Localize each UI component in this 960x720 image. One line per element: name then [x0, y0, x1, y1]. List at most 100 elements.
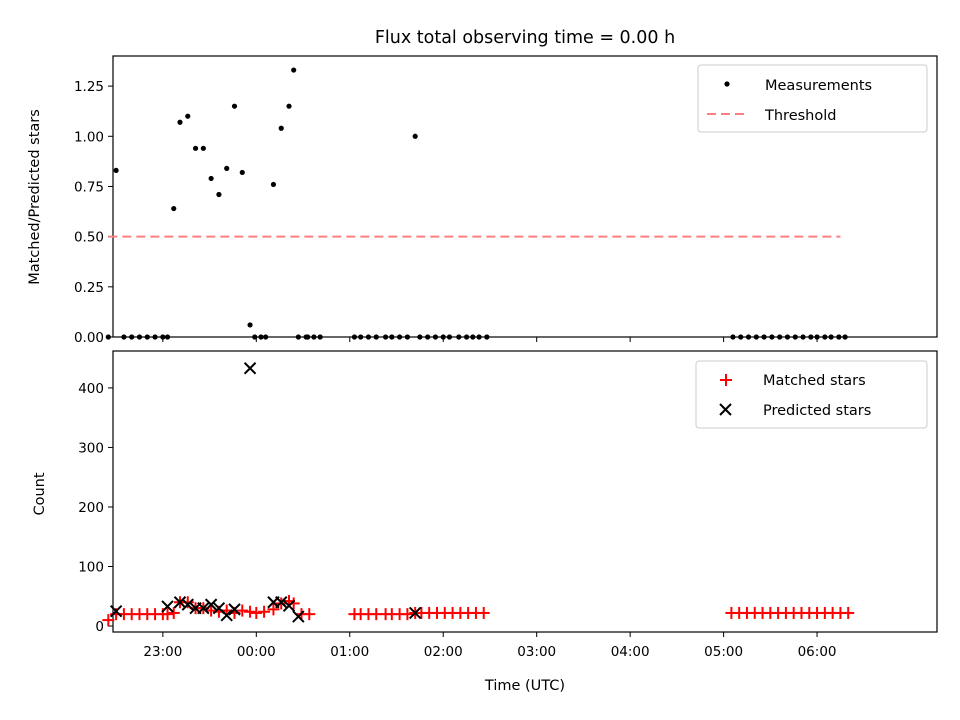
measurement-point [278, 125, 284, 131]
measurement-point [365, 334, 372, 340]
measurement-point [484, 334, 490, 340]
matched-star-point [161, 608, 174, 621]
measurement-point [397, 334, 403, 340]
predicted-star-point [220, 609, 233, 622]
measurement-point [842, 334, 848, 340]
measurement-point [263, 334, 269, 340]
measurement-point [317, 334, 323, 340]
y-tick-label: 0.50 [74, 230, 104, 246]
predicted-star-stroke [243, 362, 257, 375]
predicted-star-point [228, 603, 241, 616]
x-tick-label: 00:00 [237, 644, 276, 660]
measurement-point [404, 334, 410, 340]
legend-predicted-marker [719, 403, 732, 416]
measurement-point [311, 334, 317, 340]
measurement-point [231, 103, 238, 109]
matched-star-point [267, 603, 280, 616]
top-y-axis-label: Matched/Predicted stars [27, 109, 43, 285]
matched-star-point [244, 605, 257, 618]
measurement-point [295, 334, 301, 340]
y-tick-label: 100 [78, 560, 104, 576]
predicted-star-stroke [292, 610, 305, 623]
y-tick-label: 1.25 [74, 79, 104, 95]
measurement-point [105, 334, 111, 340]
measurement-point [258, 334, 264, 340]
measurement-point [164, 334, 171, 340]
measurement-point [270, 181, 277, 188]
x-tick-label: 01:00 [330, 644, 369, 660]
measurement-point [761, 334, 767, 340]
top-legend-box [697, 64, 928, 133]
legend-measurement-marker [724, 81, 730, 87]
matched-star-point [250, 606, 263, 619]
measurement-point [800, 334, 806, 340]
predicted-star-stroke [181, 598, 194, 611]
measurement-point [792, 334, 798, 340]
measurement-point [286, 103, 292, 109]
top-y-ticks: 0.00 0.25 0.50 0.75 1.00 1.25 [74, 79, 113, 346]
bottom-legend: Matched stars Predicted stars [695, 360, 928, 429]
measurement-point [171, 205, 177, 212]
measurement-point [152, 334, 158, 340]
matched-star-point [258, 605, 271, 618]
legend-matched-marker [720, 374, 732, 386]
measurement-point [129, 334, 135, 340]
predicted-star-point [161, 600, 174, 613]
predicted-stars-points [109, 362, 422, 623]
measurement-point [373, 334, 379, 340]
legend-predicted-label: Predicted stars [763, 403, 871, 419]
predicted-star-stroke [228, 603, 241, 616]
measurement-point [476, 334, 482, 340]
measurement-point [177, 119, 183, 125]
top-panel: 0.00 0.25 0.50 0.75 1.00 1.25 Matched/Predict… [27, 55, 938, 346]
measurement-point [822, 334, 828, 340]
predicted-star-point [292, 610, 305, 623]
matched-star-point [236, 604, 249, 617]
x-tick-label: 03:00 [517, 644, 556, 660]
predicted-star-stroke [161, 600, 174, 613]
predicted-star-point [275, 596, 288, 609]
measurement-point [814, 334, 820, 340]
measurement-point [239, 169, 245, 176]
top-legend: Measurements Threshold [697, 64, 928, 133]
measurement-point [224, 165, 230, 171]
predicted-star-stroke [275, 596, 288, 609]
bottom-plot-frame [112, 350, 938, 633]
predicted-star-stroke [408, 606, 422, 620]
measurement-point [208, 175, 214, 182]
measurement-point [440, 334, 446, 340]
measurement-points [105, 67, 848, 340]
x-tick-label: 06:00 [798, 644, 837, 660]
measurement-point [305, 334, 311, 340]
measurement-point [769, 334, 775, 340]
measurement-point [425, 334, 431, 340]
predicted-star-point [204, 598, 218, 611]
predicted-star-stroke [282, 599, 296, 613]
x-axis-label: Time (UTC) [484, 678, 565, 694]
matched-star-point [842, 606, 855, 619]
predicted-star-point [243, 362, 257, 375]
measurement-point [160, 334, 166, 340]
bottom-legend-box [695, 360, 928, 429]
predicted-star-stroke [220, 609, 233, 622]
bottom-panel: 0 100 200 300 400 23:00 00:00 01:00 02:00 03:00 0… [32, 350, 938, 694]
matched-star-point [401, 608, 414, 621]
y-tick-label: 400 [78, 381, 104, 397]
measurement-point [136, 334, 143, 340]
y-tick-label: 300 [78, 440, 104, 456]
measurement-point [456, 334, 462, 340]
measurement-point [351, 334, 358, 340]
legend-threshold-label: Threshold [764, 108, 836, 124]
legend-measurements-label: Measurements [765, 78, 872, 94]
matched-star-point [181, 596, 194, 609]
measurement-point [389, 334, 395, 340]
y-tick-label: 0.00 [74, 330, 104, 346]
x-tick-label: 02:00 [424, 644, 463, 660]
measurement-point [463, 334, 470, 340]
measurement-point [247, 322, 253, 328]
chart-title: Flux total observing time = 0.00 h [375, 28, 675, 48]
matched-star-point [477, 606, 490, 619]
measurement-point [753, 334, 759, 340]
matched-stars-points [102, 595, 855, 627]
y-tick-label: 1.00 [74, 129, 104, 145]
